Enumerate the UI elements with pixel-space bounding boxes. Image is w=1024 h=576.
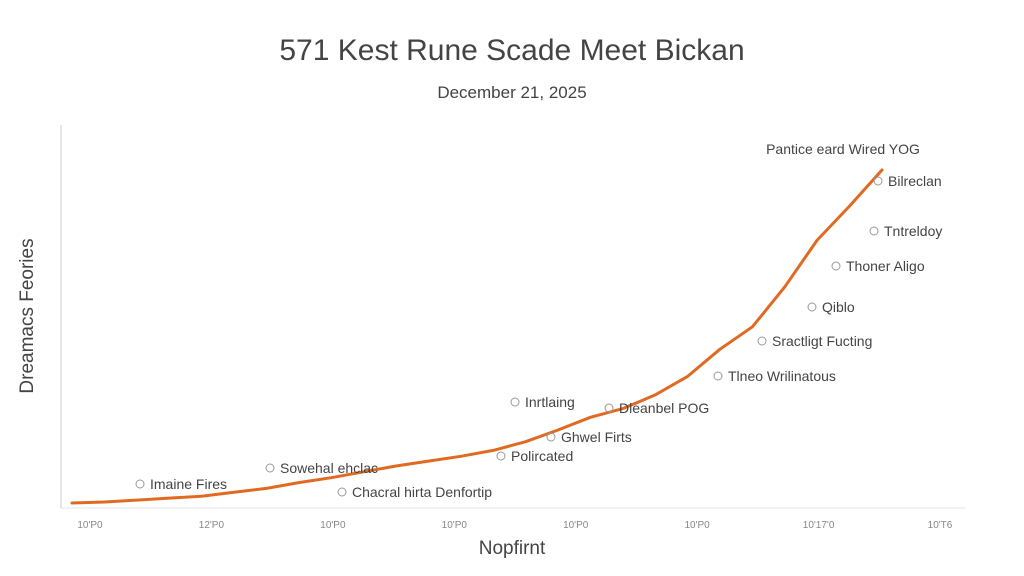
x-tick-label: 10'P0	[320, 520, 346, 531]
x-tick-label: 10'T6	[928, 520, 953, 531]
x-tick-label: 10'17'0	[803, 520, 835, 531]
x-tick-label: 10'P0	[77, 520, 103, 531]
annotation-label: Qiblo	[822, 299, 855, 315]
series-line	[70, 168, 884, 505]
annotation-label: Imaine Fires	[150, 476, 227, 492]
annotation-marker	[135, 479, 145, 489]
annotation-label: Pantice eard Wired YOG	[766, 141, 920, 157]
annotation-label: Thoner Aligo	[846, 258, 925, 274]
annotation-marker	[337, 487, 347, 497]
annotation-label: Inrtlaing	[525, 394, 575, 410]
annotation-marker	[757, 336, 767, 346]
annotation-marker	[873, 176, 883, 186]
annotation-label: Bilreclan	[888, 173, 942, 189]
annotation-label: Sowehal ehclac	[280, 460, 378, 476]
annotation-marker	[713, 371, 723, 381]
annotation-marker	[546, 432, 556, 442]
x-tick-label: 10'P0	[442, 520, 468, 531]
annotation-marker	[604, 403, 614, 413]
annotation-marker	[510, 397, 520, 407]
x-tick-label: 10'P0	[684, 520, 710, 531]
chart-title: 571 Kest Rune Scade Meet Bickan	[279, 34, 745, 67]
annotation-marker	[869, 226, 879, 236]
annotation-label: Chacral hirta Denfortip	[352, 484, 492, 500]
annotation-label: Sractligt Fucting	[772, 333, 872, 349]
chart-subtitle: December 21, 2025	[437, 83, 587, 102]
annotation-label: Polircated	[511, 448, 573, 464]
annotation-label: Dleanbel POG	[619, 400, 709, 416]
x-axis-label: Nopfirnt	[478, 538, 546, 559]
x-tick-label: 10'P0	[563, 520, 589, 531]
annotation-marker	[831, 261, 841, 271]
x-tick-label: 12'P0	[199, 520, 225, 531]
annotation-marker	[496, 451, 506, 461]
annotation-label: Tlneo Wrilinatous	[728, 368, 836, 384]
annotation-marker	[265, 463, 275, 473]
annotation-label: Ghwel Firts	[561, 429, 632, 445]
annotation-label: Tntreldoy	[884, 223, 942, 239]
annotation-marker	[807, 302, 817, 312]
